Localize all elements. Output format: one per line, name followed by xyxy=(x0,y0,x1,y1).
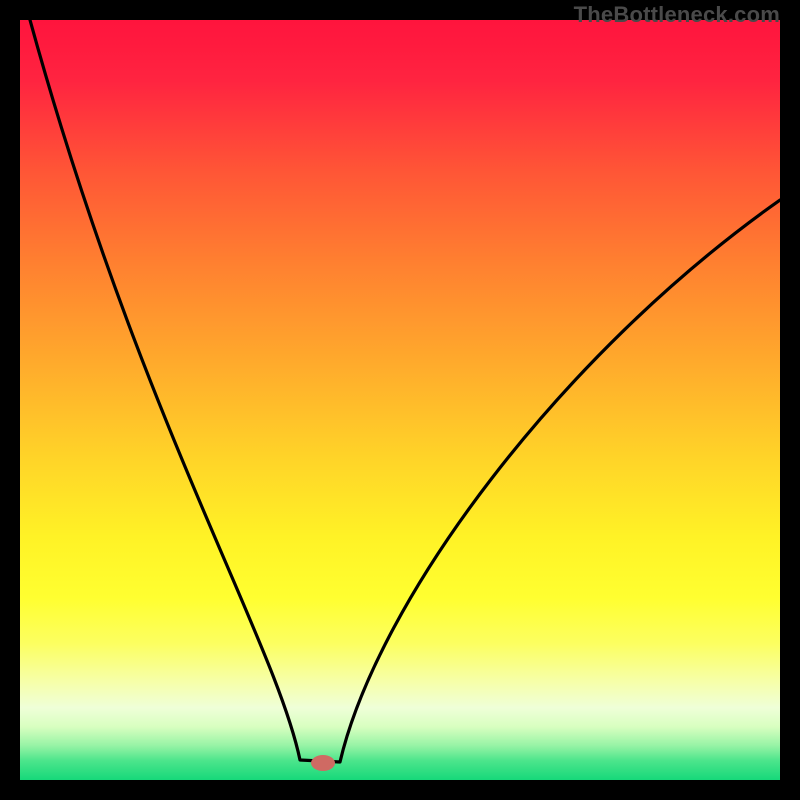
bottleneck-chart xyxy=(0,0,800,800)
watermark-text: TheBottleneck.com xyxy=(574,2,780,28)
chart-frame: TheBottleneck.com xyxy=(0,0,800,800)
optimal-point-marker xyxy=(311,755,335,771)
plot-background xyxy=(20,20,780,780)
